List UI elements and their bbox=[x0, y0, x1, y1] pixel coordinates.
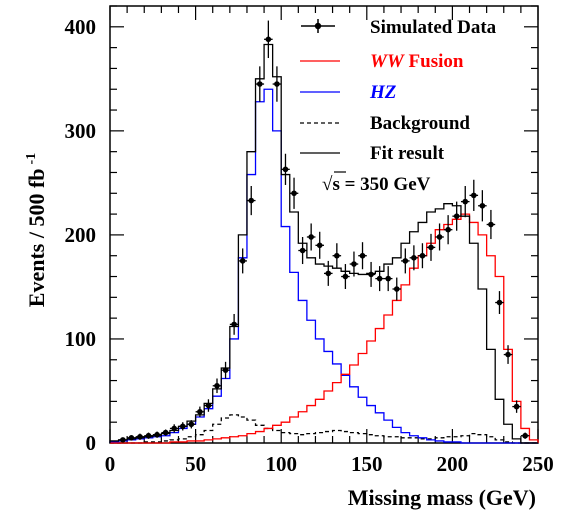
series-layer bbox=[109, 43, 539, 444]
series-ww-fusion bbox=[110, 213, 539, 444]
data-point bbox=[495, 291, 504, 314]
data-point bbox=[435, 223, 444, 251]
axis-ticks bbox=[109, 5, 539, 444]
data-point bbox=[341, 264, 350, 290]
svg-text:Events / 500 fb-1: Events / 500 fb -1 bbox=[24, 153, 49, 307]
data-point bbox=[520, 432, 530, 439]
data-points-layer bbox=[118, 20, 530, 443]
x-tick-label: 50 bbox=[185, 452, 206, 476]
legend-label-simulated-data: Simulated Data bbox=[370, 17, 497, 38]
data-point bbox=[187, 420, 196, 429]
data-point bbox=[272, 66, 282, 102]
data-point bbox=[315, 231, 324, 259]
series-fit-result bbox=[109, 43, 538, 444]
data-point bbox=[478, 190, 487, 222]
x-tick-label: 150 bbox=[351, 452, 383, 476]
energy-value: = 350 GeV bbox=[340, 174, 431, 195]
data-point bbox=[264, 20, 273, 59]
tick-labels: 0 50 100 150 200 250 0 100 200 300 400 bbox=[65, 15, 554, 476]
data-point bbox=[204, 399, 213, 412]
y-axis-title-main: Events / 500 fb bbox=[24, 168, 49, 307]
plot-frame bbox=[109, 5, 539, 444]
data-point bbox=[298, 236, 307, 265]
data-point bbox=[221, 361, 230, 379]
data-point bbox=[469, 179, 479, 211]
legend-label-hz: HZ bbox=[369, 82, 397, 103]
x-tick-label: 250 bbox=[522, 452, 554, 476]
data-point bbox=[289, 177, 299, 209]
series-hz bbox=[109, 88, 538, 444]
data-point bbox=[161, 429, 170, 436]
data-point bbox=[135, 433, 145, 440]
data-point bbox=[118, 437, 128, 443]
data-point bbox=[349, 251, 359, 277]
data-point bbox=[383, 266, 393, 292]
energy-annotation: √s = 350 GeV bbox=[322, 171, 431, 195]
x-tick-label: 200 bbox=[437, 452, 469, 476]
data-point bbox=[486, 209, 496, 240]
legend-data-marker bbox=[301, 19, 335, 33]
data-point bbox=[460, 186, 470, 218]
legend-label-fit-result: Fit result bbox=[370, 143, 445, 164]
y-tick-label: 400 bbox=[65, 15, 97, 39]
data-point bbox=[392, 277, 402, 301]
data-point bbox=[169, 424, 179, 433]
data-point bbox=[401, 248, 410, 274]
x-tick-label: 0 bbox=[105, 452, 116, 476]
y-tick-label: 300 bbox=[65, 119, 97, 143]
data-point bbox=[195, 406, 205, 417]
data-point bbox=[229, 313, 239, 335]
data-point bbox=[306, 223, 316, 251]
data-point bbox=[512, 400, 521, 413]
data-point bbox=[366, 261, 376, 287]
x-tick-label: 100 bbox=[265, 452, 297, 476]
sqrt-symbol: √ bbox=[322, 174, 333, 195]
data-point bbox=[212, 378, 222, 394]
data-point bbox=[358, 242, 367, 270]
data-point bbox=[452, 201, 461, 231]
y-tick-label: 200 bbox=[65, 223, 97, 247]
y-tick-label: 100 bbox=[65, 327, 97, 351]
data-point bbox=[409, 245, 419, 271]
svg-text:√s = 350 GeV: √s = 350 GeV bbox=[322, 174, 431, 195]
y-tick-label: 0 bbox=[86, 431, 97, 455]
series-background bbox=[110, 414, 538, 444]
data-point bbox=[426, 233, 436, 261]
data-point bbox=[238, 248, 247, 274]
y-axis-title-sup: -1 bbox=[24, 153, 39, 165]
legend-label-ww-fusion: WW Fusion bbox=[370, 51, 464, 72]
sqrt-s: s bbox=[332, 174, 339, 195]
legend-label-ww-italic: WW bbox=[370, 51, 405, 72]
data-point bbox=[144, 432, 153, 439]
data-point bbox=[281, 153, 290, 185]
x-axis-title: Missing mass (GeV) bbox=[348, 485, 536, 510]
data-point bbox=[332, 243, 342, 269]
data-point bbox=[178, 422, 188, 431]
legend: Simulated Data WW Fusion HZ Background F… bbox=[300, 17, 497, 164]
data-point bbox=[152, 431, 162, 438]
data-point bbox=[246, 186, 256, 216]
y-axis-title: Events / 500 fb -1 bbox=[24, 153, 49, 307]
legend-label-hz-italic: HZ bbox=[369, 82, 397, 103]
data-point bbox=[375, 266, 384, 292]
legend-label-ww-rest: Fusion bbox=[404, 51, 464, 72]
data-point bbox=[127, 434, 136, 441]
data-point bbox=[443, 215, 453, 245]
data-point bbox=[503, 345, 513, 364]
data-point bbox=[255, 66, 265, 102]
data-point bbox=[418, 243, 427, 269]
legend-label-background: Background bbox=[370, 113, 470, 134]
data-point bbox=[324, 260, 333, 286]
